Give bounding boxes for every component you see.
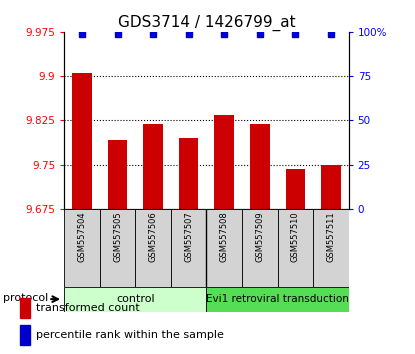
Text: GSM557509: GSM557509 (255, 211, 264, 262)
Bar (108, 140, 127, 209)
Text: GSM557506: GSM557506 (149, 211, 158, 262)
Text: Evi1 retroviral transduction: Evi1 retroviral transduction (206, 294, 349, 304)
Text: GSM557504: GSM557504 (78, 211, 87, 262)
FancyBboxPatch shape (207, 209, 242, 287)
Text: control: control (116, 294, 155, 304)
FancyBboxPatch shape (242, 209, 278, 287)
FancyBboxPatch shape (64, 209, 100, 287)
Bar (215, 115, 234, 209)
FancyBboxPatch shape (100, 209, 135, 287)
Text: GSM557511: GSM557511 (326, 211, 335, 262)
Text: protocol: protocol (3, 293, 49, 303)
Text: GSM557507: GSM557507 (184, 211, 193, 262)
FancyBboxPatch shape (135, 209, 171, 287)
Text: GSM557505: GSM557505 (113, 211, 122, 262)
Bar (72, 73, 92, 209)
Text: GSM557508: GSM557508 (220, 211, 229, 262)
Bar (20, 325, 30, 345)
FancyBboxPatch shape (313, 209, 349, 287)
FancyBboxPatch shape (278, 209, 313, 287)
Text: transformed count: transformed count (36, 303, 139, 313)
Bar (250, 125, 269, 209)
Bar (179, 138, 198, 209)
Text: GSM557510: GSM557510 (291, 211, 300, 262)
FancyBboxPatch shape (64, 287, 207, 312)
Title: GDS3714 / 1426799_at: GDS3714 / 1426799_at (117, 14, 295, 30)
Bar (286, 169, 305, 209)
Bar (321, 165, 341, 209)
FancyBboxPatch shape (207, 287, 349, 312)
Bar (144, 124, 163, 209)
Text: percentile rank within the sample: percentile rank within the sample (36, 330, 224, 340)
FancyBboxPatch shape (171, 209, 207, 287)
Bar (20, 298, 30, 318)
